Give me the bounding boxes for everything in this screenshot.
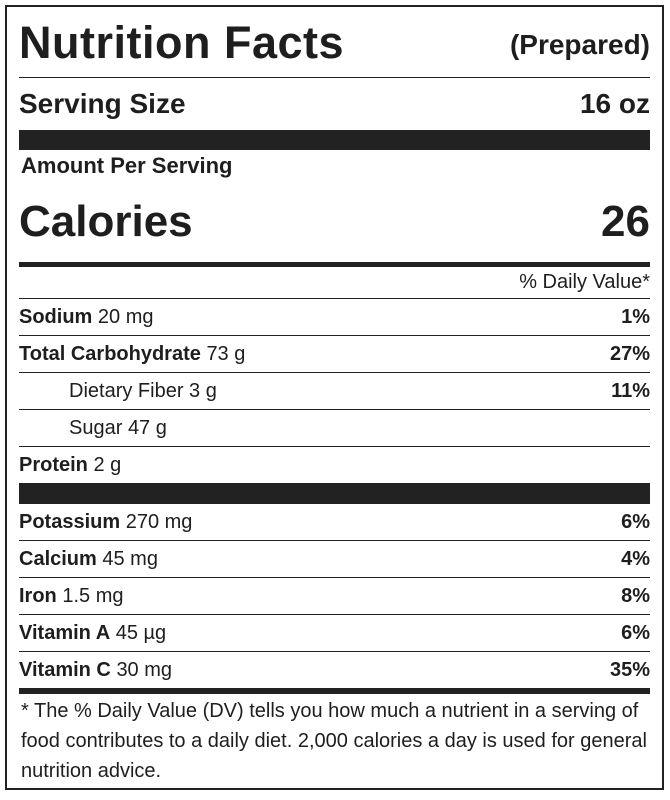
nutrient: Vitamin A 45 µg — [19, 622, 166, 645]
nutrition-label: Nutrition Facts (Prepared) Serving Size … — [5, 5, 664, 790]
daily-value: 35% — [609, 658, 650, 681]
calories: Calories 26 — [19, 182, 650, 262]
nutrient-amount: 270 mg — [125, 510, 193, 533]
nutrient-amount: 3 g — [189, 379, 217, 402]
nutrient: Sugar 47 g — [19, 417, 167, 440]
nutrient-amount: 2 g — [93, 453, 122, 476]
nutrient: Iron 1.5 mg — [19, 585, 124, 608]
daily-value: 6% — [621, 621, 650, 644]
nutrient-row: Dietary Fiber 3 g 11% — [19, 373, 650, 410]
nutrient: Dietary Fiber 3 g — [19, 380, 217, 403]
divider — [19, 130, 650, 150]
daily-value: 27% — [609, 342, 650, 365]
nutrient: Sodium 20 mg — [19, 306, 154, 329]
nutrient-amount: 1.5 mg — [62, 584, 124, 607]
title: Nutrition Facts — [19, 17, 345, 68]
nutrient-name: Vitamin C — [19, 658, 111, 681]
nutrient-row: Vitamin C 30 mg 35% — [19, 652, 650, 688]
nutrient-row: Vitamin A 45 µg 6% — [19, 615, 650, 652]
nutrient-name: Sugar — [69, 416, 123, 439]
divider — [19, 484, 650, 504]
divider — [19, 262, 650, 267]
nutrient-row: Potassium 270 mg 6% — [19, 504, 650, 541]
daily-value-header: % Daily Value* — [19, 267, 650, 299]
nutrient-name: Calcium — [19, 547, 97, 570]
nutrient-group: Sodium 20 mg 1% Total Carbohydrate 73 g 27%… — [19, 299, 650, 484]
nutrient: Calcium 45 mg — [19, 548, 158, 571]
nutrient-name: Sodium — [19, 305, 93, 328]
nutrient: Protein 2 g — [19, 454, 121, 477]
nutrient-group: Potassium 270 mg 6% Calcium 45 mg 4% Iron 1.… — [19, 504, 650, 688]
nutrient: Vitamin C 30 mg — [19, 659, 172, 682]
daily-value: 8% — [621, 584, 650, 607]
nutrient-name: Dietary Fiber — [69, 379, 184, 402]
nutrient-name: Protein — [19, 453, 88, 476]
nutrient-row: Total Carbohydrate 73 g 27% — [19, 336, 650, 373]
nutrient-row: Protein 2 g — [19, 447, 650, 484]
serving-value: 16 oz — [579, 88, 650, 119]
nutrient: Total Carbohydrate 73 g — [19, 343, 245, 366]
nutrient-row: Sugar 47 g — [19, 410, 650, 447]
nutrient-name: Iron — [19, 584, 57, 607]
daily-value: 11% — [611, 379, 650, 402]
calories-label: Calories — [19, 197, 193, 246]
title-note: (Prepared) — [509, 29, 650, 60]
serving-label: Serving Size — [19, 88, 186, 119]
nutrient-row: Sodium 20 mg 1% — [19, 299, 650, 336]
nutrient-amount: 47 g — [127, 416, 167, 439]
title-row: Nutrition Facts (Prepared) — [19, 7, 650, 78]
divider — [19, 688, 650, 694]
footnote: * The % Daily Value (DV) tells you how m… — [21, 700, 647, 782]
daily-value: 4% — [621, 547, 650, 570]
nutrient: Potassium 270 mg — [19, 511, 192, 534]
nutrient-name: Potassium — [19, 510, 121, 533]
nutrient-amount: 20 mg — [97, 305, 154, 328]
serving-size: Serving Size 16 oz — [19, 78, 650, 130]
nutrient-amount: 45 µg — [115, 621, 167, 644]
amount-per-serving: Amount Per Serving — [21, 153, 233, 178]
daily-value: 6% — [621, 510, 650, 533]
daily-value: 1% — [621, 305, 650, 328]
nutrient-name: Vitamin A — [19, 621, 111, 644]
nutrient-row: Calcium 45 mg 4% — [19, 541, 650, 578]
nutrient-amount: 30 mg — [116, 658, 173, 681]
nutrient-row: Iron 1.5 mg 8% — [19, 578, 650, 615]
nutrient-amount: 73 g — [206, 342, 246, 365]
calories-value: 26 — [601, 197, 650, 246]
nutrient-amount: 45 mg — [102, 547, 158, 570]
nutrient-name: Total Carbohydrate — [19, 342, 201, 365]
